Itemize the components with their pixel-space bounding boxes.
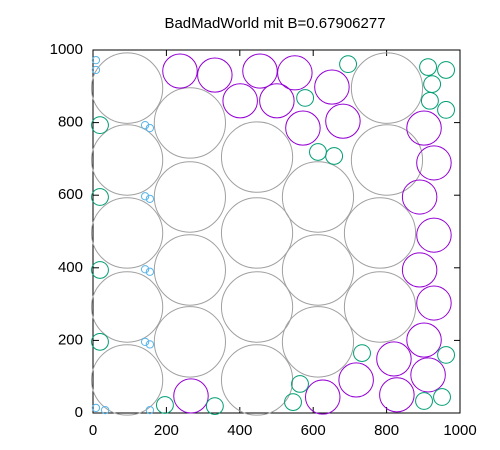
circle bbox=[145, 194, 155, 203]
circle bbox=[197, 57, 233, 93]
circle bbox=[140, 121, 150, 130]
circle bbox=[277, 55, 313, 91]
circle bbox=[339, 55, 358, 74]
circle bbox=[420, 91, 439, 110]
circle bbox=[281, 306, 355, 378]
circle bbox=[437, 346, 455, 364]
x-tick-label: 400 bbox=[227, 422, 252, 439]
circle bbox=[91, 124, 164, 196]
circle bbox=[343, 271, 417, 343]
circle bbox=[415, 392, 433, 410]
circle bbox=[401, 252, 438, 288]
circle bbox=[401, 179, 438, 215]
x-tick-label: 200 bbox=[154, 422, 179, 439]
circle bbox=[153, 87, 226, 159]
circle bbox=[145, 123, 155, 133]
circle bbox=[153, 161, 226, 233]
circle bbox=[314, 69, 350, 105]
circle bbox=[91, 197, 164, 269]
x-tick-label: 0 bbox=[89, 422, 97, 439]
circle bbox=[91, 56, 101, 65]
x-tick-label: 800 bbox=[374, 422, 399, 439]
circle bbox=[343, 197, 417, 269]
circle bbox=[285, 110, 321, 146]
circle bbox=[145, 267, 155, 276]
circle bbox=[153, 234, 226, 306]
circle bbox=[433, 388, 451, 406]
circle bbox=[220, 121, 294, 193]
y-tick-label: 1000 bbox=[50, 41, 83, 58]
circle bbox=[350, 124, 424, 196]
plot-border bbox=[92, 49, 461, 414]
circle bbox=[338, 362, 374, 398]
circle bbox=[242, 53, 278, 89]
circle bbox=[416, 217, 452, 253]
circle bbox=[145, 340, 155, 349]
circle bbox=[100, 405, 110, 415]
circle bbox=[309, 143, 327, 161]
circle bbox=[406, 322, 442, 358]
circle bbox=[410, 357, 446, 393]
circle bbox=[406, 110, 442, 146]
circle bbox=[350, 52, 424, 124]
circle bbox=[284, 393, 302, 411]
circle bbox=[205, 397, 224, 415]
y-tick-label: 200 bbox=[58, 331, 83, 348]
circle bbox=[220, 344, 294, 416]
x-tick-label: 600 bbox=[301, 422, 326, 439]
circle bbox=[423, 75, 442, 93]
circle bbox=[416, 145, 452, 181]
circle bbox=[291, 375, 309, 393]
circle bbox=[91, 188, 109, 206]
circle bbox=[140, 337, 150, 346]
circle bbox=[140, 265, 150, 274]
circle bbox=[145, 405, 155, 415]
circle bbox=[353, 344, 371, 362]
circle bbox=[153, 306, 226, 378]
circle bbox=[220, 271, 294, 343]
circle bbox=[259, 83, 295, 119]
circle bbox=[376, 341, 412, 377]
circle bbox=[222, 83, 258, 119]
circle bbox=[296, 89, 315, 107]
circle bbox=[91, 65, 101, 75]
circle bbox=[155, 396, 174, 414]
circle bbox=[416, 285, 452, 321]
y-tick-label: 600 bbox=[58, 186, 83, 203]
circle bbox=[437, 101, 455, 119]
chart-title: BadMadWorld mit B=0.67906277 bbox=[164, 15, 385, 32]
circle bbox=[379, 377, 415, 413]
circle bbox=[173, 378, 209, 414]
circle bbox=[220, 197, 294, 269]
circle bbox=[140, 192, 150, 201]
circle bbox=[162, 53, 198, 89]
circle bbox=[91, 271, 164, 343]
circle bbox=[304, 379, 341, 415]
circle bbox=[91, 52, 164, 124]
circle bbox=[325, 103, 361, 139]
circle bbox=[91, 116, 109, 134]
circle bbox=[91, 261, 109, 279]
circle bbox=[325, 147, 344, 165]
circle bbox=[281, 234, 355, 306]
circle bbox=[419, 58, 438, 76]
circle bbox=[91, 333, 109, 351]
circle bbox=[91, 403, 101, 413]
circle bbox=[281, 161, 355, 233]
x-tick-label: 1000 bbox=[443, 422, 476, 439]
y-tick-label: 400 bbox=[58, 259, 83, 276]
y-tick-label: 0 bbox=[75, 404, 83, 421]
circle bbox=[91, 344, 164, 416]
circle bbox=[437, 61, 455, 79]
y-tick-label: 800 bbox=[58, 114, 83, 131]
